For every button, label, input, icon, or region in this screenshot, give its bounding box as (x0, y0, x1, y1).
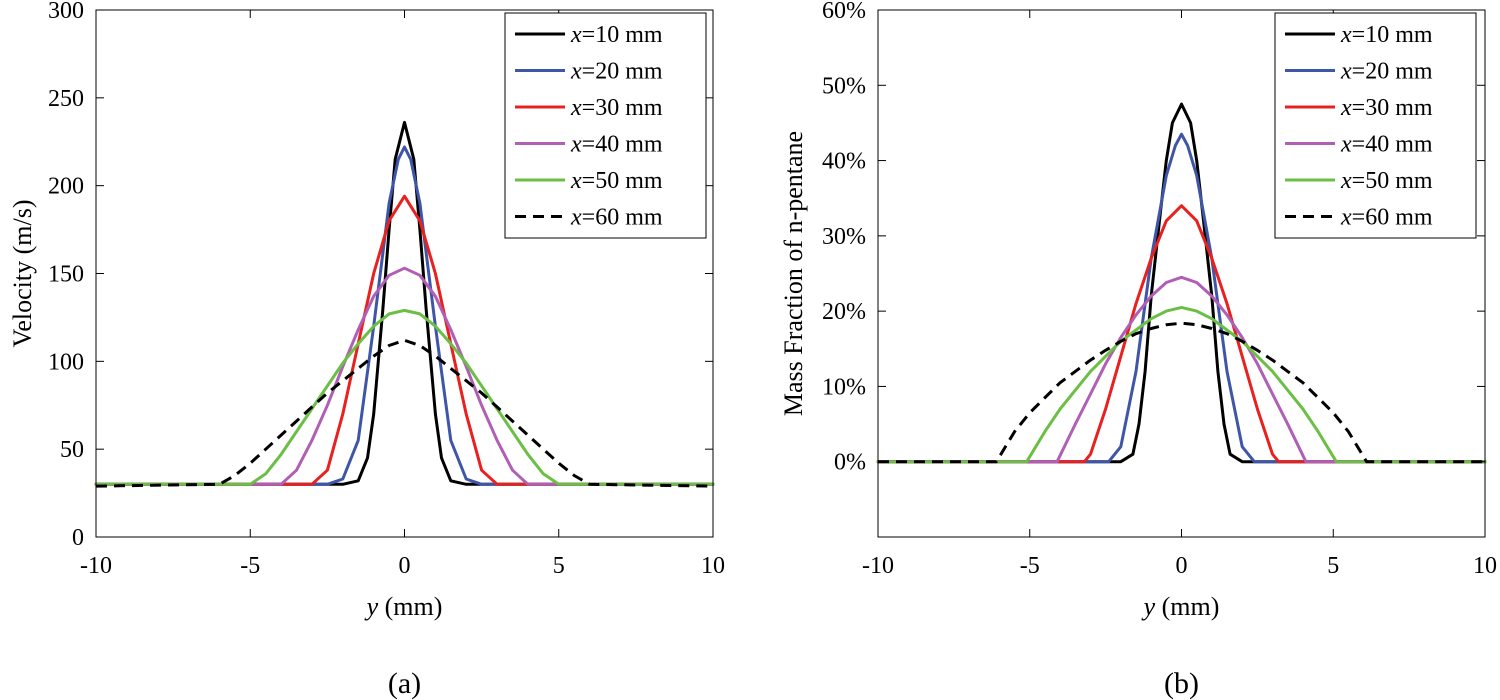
legend-label-text: =10 mm (582, 22, 663, 48)
legend-box (1274, 12, 1477, 239)
legend-label-text: =20 mm (1352, 59, 1433, 85)
panel-b-ticks: -10 -5 0 5 10 0% 10% 20% 30% 40% 50% 60% (822, 0, 1497, 579)
panel-b-x-axis-unit: (mm) (1155, 592, 1219, 621)
series-line (876, 305, 1487, 464)
series-line (94, 308, 715, 486)
y-tick-label: 40% (822, 149, 866, 175)
legend-label: x=20 mm (1340, 59, 1433, 85)
legend-label-text: =50 mm (582, 168, 663, 194)
legend-label-text: =60 mm (582, 205, 663, 231)
y-tick-label: 50% (822, 73, 866, 99)
legend-label-text: =30 mm (582, 95, 663, 121)
panel-b-x-axis-var: y (1141, 592, 1156, 621)
legend-label: x=40 mm (570, 132, 663, 158)
panel-b-x-axis-label: y (mm) (1141, 592, 1220, 621)
legend-label: x=30 mm (1340, 95, 1433, 121)
y-tick-label: 0 (72, 525, 84, 551)
y-tick-label: 300 (48, 0, 84, 24)
legend-label-text: =60 mm (1352, 205, 1433, 231)
legend-label-var: x (1340, 168, 1352, 194)
panel-b-series (876, 102, 1487, 464)
panel-a-y-axis-label: Velocity (m/s) (8, 199, 37, 347)
series-line (95, 338, 714, 488)
legend-label-var: x (1340, 205, 1352, 231)
panel-b-mass-fraction-chart: -10 -5 0 5 10 0% 10% 20% 30% 40% 50% 60% Mass Fract… (779, 0, 1497, 700)
panel-a-x-axis-label: y (mm) (364, 592, 443, 621)
legend-label-text: =40 mm (1352, 132, 1433, 158)
x-tick-label: 5 (553, 553, 565, 579)
x-tick-label: 10 (701, 553, 725, 579)
x-tick-label: 0 (399, 553, 411, 579)
panel-a-legend: x=10 mmx=20 mmx=30 mmx=40 mmx=50 mmx=60 … (504, 12, 707, 239)
legend-label-text: =50 mm (1352, 168, 1433, 194)
y-tick-label: 0% (834, 450, 866, 476)
legend-label-text: =30 mm (1352, 95, 1433, 121)
legend-label: x=30 mm (570, 95, 663, 121)
legend-label-var: x (1340, 59, 1352, 85)
legend-label: x=20 mm (570, 59, 663, 85)
x-tick-label: -10 (862, 553, 894, 579)
legend-label-text: =40 mm (582, 132, 663, 158)
y-tick-label: 30% (822, 224, 866, 250)
series-line (94, 266, 715, 486)
panel-a-x-axis-var: y (364, 592, 379, 621)
legend-label-text: =10 mm (1352, 22, 1433, 48)
series-line (876, 275, 1487, 464)
legend-label-var: x (570, 132, 582, 158)
series-line (94, 120, 715, 486)
series-line (94, 145, 715, 486)
legend-label-var: x (570, 205, 582, 231)
series-line (876, 204, 1487, 464)
legend-label-var: x (570, 95, 582, 121)
panel-b-legend: x=10 mmx=20 mmx=30 mmx=40 mmx=50 mmx=60 … (1274, 12, 1477, 239)
y-tick-label: 200 (48, 174, 84, 200)
series-line (94, 194, 715, 486)
x-tick-label: -5 (240, 553, 260, 579)
panel-a-caption: (a) (388, 667, 421, 700)
legend-label-var: x (1340, 95, 1352, 121)
legend-label-var: x (570, 22, 582, 48)
y-tick-label: 10% (822, 374, 866, 400)
legend-label: x=10 mm (570, 22, 663, 48)
legend-label-var: x (570, 59, 582, 85)
x-tick-label: 10 (1473, 553, 1497, 579)
series-line (876, 102, 1487, 464)
y-tick-label: 100 (48, 349, 84, 375)
x-tick-label: -5 (1020, 553, 1040, 579)
legend-label: x=10 mm (1340, 22, 1433, 48)
legend-label: x=40 mm (1340, 132, 1433, 158)
x-tick-label: 5 (1327, 553, 1339, 579)
y-tick-label: 150 (48, 262, 84, 288)
y-tick-label: 250 (48, 86, 84, 112)
legend-label-var: x (1340, 132, 1352, 158)
series-line (876, 132, 1487, 464)
y-tick-label: 20% (822, 299, 866, 325)
legend-label: x=50 mm (1340, 168, 1433, 194)
panel-b-y-axis-label: Mass Fraction of n-pentane (779, 131, 808, 416)
series-line (878, 321, 1485, 464)
legend-label: x=60 mm (1340, 205, 1433, 231)
panel-b-caption: (b) (1164, 667, 1199, 700)
legend-label-var: x (1340, 22, 1352, 48)
legend-label-text: =20 mm (582, 59, 663, 85)
y-tick-label: 50 (60, 437, 84, 463)
panel-a-x-axis-unit: (mm) (378, 592, 442, 621)
x-tick-label: 0 (1176, 553, 1188, 579)
legend-label-var: x (570, 168, 582, 194)
legend-box (504, 12, 707, 239)
legend-label: x=50 mm (570, 168, 663, 194)
panel-a-series (94, 120, 715, 488)
legend-label: x=60 mm (570, 205, 663, 231)
y-tick-label: 60% (822, 0, 866, 24)
x-tick-label: -10 (80, 553, 112, 579)
